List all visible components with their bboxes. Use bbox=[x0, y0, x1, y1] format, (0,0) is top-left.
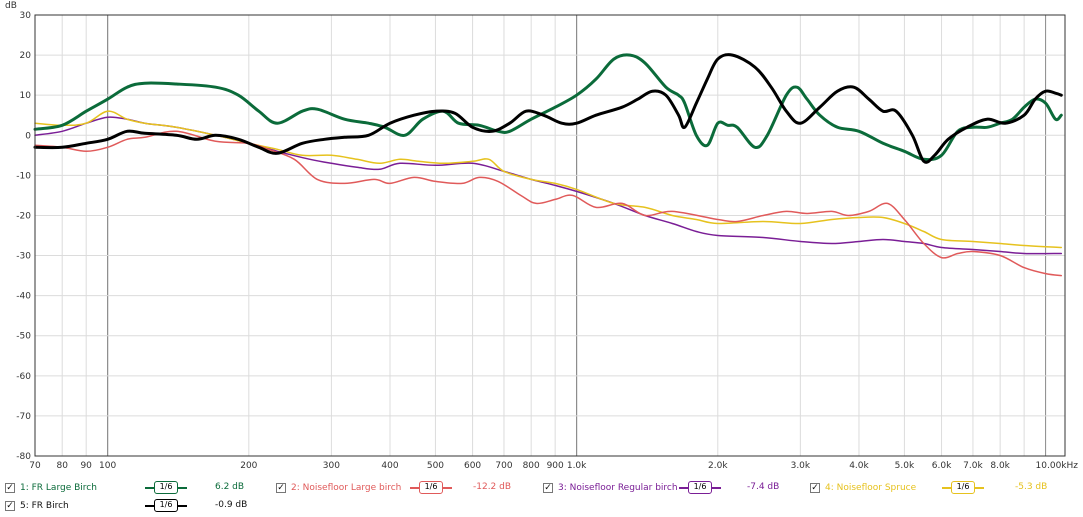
legend-item-5: ✓ 5: FR Birch bbox=[5, 497, 69, 515]
y-tick-label: -20 bbox=[16, 211, 31, 221]
x-tick-label: 80 bbox=[56, 461, 68, 471]
smoothing-label: 1/6 bbox=[154, 499, 178, 512]
x-tick-label: 70 bbox=[29, 461, 41, 471]
legend-value: -7.4 dB bbox=[747, 482, 780, 492]
plot-border bbox=[34, 14, 1066, 457]
x-tick-label: 2.0k bbox=[708, 461, 728, 471]
y-tick-label: -50 bbox=[16, 332, 31, 342]
x-tick-label: 1.0k bbox=[567, 461, 587, 471]
y-tick-label: 10 bbox=[20, 91, 32, 101]
x-tick-label: 400 bbox=[381, 461, 398, 471]
legend-item-1: ✓ 1: FR Large Birch bbox=[5, 479, 97, 497]
legend-item-4: ✓ 4: Noisefloor Spruce bbox=[810, 479, 916, 497]
legend-value: 6.2 dB bbox=[215, 482, 245, 492]
x-tick-label: 900 bbox=[547, 461, 564, 471]
y-tick-label: 20 bbox=[20, 51, 32, 61]
x-tick-label: 10.00kHz bbox=[1036, 461, 1079, 471]
smoothing-selector[interactable]: 1/6 bbox=[145, 481, 187, 495]
y-tick-label: -10 bbox=[16, 171, 31, 181]
legend-item-3: ✓ 3: Noisefloor Regular birch bbox=[543, 479, 678, 497]
legend-value: -0.9 dB bbox=[215, 500, 248, 510]
series-visibility-checkbox[interactable]: ✓ bbox=[810, 483, 820, 493]
legend-series-name: 4: Noisefloor Spruce bbox=[825, 483, 917, 493]
series-visibility-checkbox[interactable]: ✓ bbox=[543, 483, 553, 493]
smoothing-label: 1/6 bbox=[688, 481, 712, 494]
series-line-2 bbox=[34, 130, 1063, 277]
smoothing-label: 1/6 bbox=[951, 481, 975, 494]
legend-series-name: 5: FR Birch bbox=[20, 501, 69, 511]
x-tick-label: 500 bbox=[427, 461, 444, 471]
x-tick-label: 100 bbox=[99, 461, 116, 471]
smoothing-label: 1/6 bbox=[419, 481, 443, 494]
smoothing-selector[interactable]: 1/6 bbox=[145, 499, 187, 513]
smoothing-selector[interactable]: 1/6 bbox=[679, 481, 721, 495]
x-tick-label: 700 bbox=[495, 461, 512, 471]
x-tick-label: 90 bbox=[80, 461, 92, 471]
legend-series-name: 1: FR Large Birch bbox=[20, 483, 97, 493]
x-tick-label: 200 bbox=[240, 461, 257, 471]
x-tick-label: 8.0k bbox=[990, 461, 1010, 471]
smoothing-selector[interactable]: 1/6 bbox=[410, 481, 452, 495]
legend-value: -5.3 dB bbox=[1015, 482, 1048, 492]
legend-value: -12.2 dB bbox=[473, 482, 512, 492]
series-visibility-checkbox[interactable]: ✓ bbox=[5, 501, 15, 511]
x-tick-label: 6.0k bbox=[932, 461, 952, 471]
x-axis-ticks: 70 80 90 100 200 300 400 500 600 700 800 900 1.0k 2.0… bbox=[29, 461, 1078, 471]
x-tick-label: 300 bbox=[323, 461, 340, 471]
x-tick-label: 600 bbox=[464, 461, 481, 471]
series-visibility-checkbox[interactable]: ✓ bbox=[276, 483, 286, 493]
smoothing-label: 1/6 bbox=[154, 481, 178, 494]
x-tick-label: 800 bbox=[523, 461, 540, 471]
x-tick-label: 3.0k bbox=[791, 461, 811, 471]
y-tick-label: 0 bbox=[25, 131, 31, 141]
series-line-4 bbox=[34, 110, 1063, 249]
y-tick-label: -30 bbox=[16, 252, 31, 262]
legend-series-name: 2: Noisefloor Large birch bbox=[291, 483, 402, 493]
y-axis-unit: dB bbox=[5, 1, 17, 11]
y-tick-label: -40 bbox=[16, 292, 31, 302]
smoothing-selector[interactable]: 1/6 bbox=[942, 481, 984, 495]
y-tick-label: -70 bbox=[16, 412, 31, 422]
y-tick-label: -60 bbox=[16, 372, 31, 382]
curves bbox=[33, 53, 1063, 277]
series-line-1 bbox=[33, 53, 1063, 162]
legend-series-name: 3: Noisefloor Regular birch bbox=[558, 483, 678, 493]
y-axis-ticks: 30 20 10 0 -10 -20 -30 -40 -50 -60 -70 -80 bbox=[16, 11, 31, 462]
x-tick-label: 7.0k bbox=[963, 461, 983, 471]
x-tick-label: 4.0k bbox=[849, 461, 869, 471]
legend-item-2: ✓ 2: Noisefloor Large birch bbox=[276, 479, 401, 497]
x-tick-label: 5.0k bbox=[895, 461, 915, 471]
y-tick-label: 30 bbox=[20, 11, 32, 21]
legend: ✓ 1: FR Large Birch 1/6 6.2 dB ✓ 2: Noisefloo… bbox=[0, 476, 1083, 517]
series-visibility-checkbox[interactable]: ✓ bbox=[5, 483, 15, 493]
y-tick-label: -80 bbox=[16, 452, 31, 462]
series-line-5 bbox=[33, 53, 1063, 164]
grid bbox=[34, 14, 1066, 457]
